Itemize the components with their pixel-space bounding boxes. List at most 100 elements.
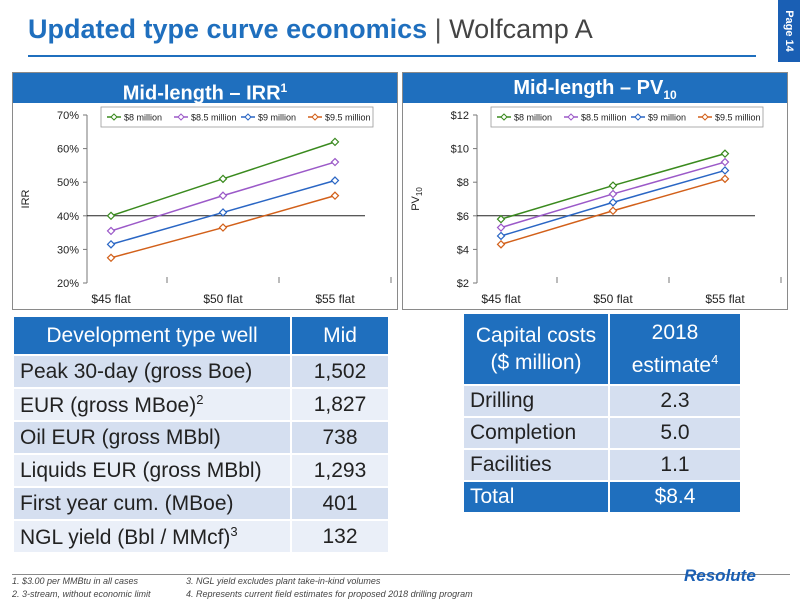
data-point — [218, 208, 228, 217]
legend-label: $8.5 million — [581, 113, 627, 123]
y-axis-label: IRR — [20, 189, 32, 208]
data-point — [496, 214, 506, 224]
irr-panel: Mid-length – IRR1 20% 30% 40% 50% 60% 70% $45 … — [12, 72, 398, 310]
page-number: Page 14 — [783, 10, 795, 52]
title-separator: | — [434, 14, 442, 44]
header-cell-mid: Mid — [290, 315, 390, 356]
row-value: 738 — [290, 420, 390, 455]
title-divider — [28, 55, 756, 57]
x-tick-label: $45 flat — [481, 292, 521, 306]
legend-label: $9 million — [648, 113, 686, 123]
capital-costs-table: Capital costs ($ million) 2018 estimate4… — [462, 312, 742, 514]
data-point — [106, 211, 116, 221]
x-tick-label: $55 flat — [705, 292, 745, 306]
y-tick-label: 70% — [57, 110, 79, 122]
title-subtitle: Wolfcamp A — [449, 14, 593, 44]
y-tick-label: $2 — [457, 278, 469, 290]
x-tick-label: $55 flat — [315, 292, 355, 306]
data-point — [330, 137, 340, 147]
legend-label: $9 million — [258, 113, 296, 123]
header-footnote: 4 — [711, 352, 719, 367]
legend-label: $9.5 million — [325, 113, 371, 123]
table-row: First year cum. (MBoe) 401 — [12, 486, 390, 521]
table-row: Peak 30-day (gross Boe) 1,502 — [12, 354, 390, 389]
x-tick-label: $45 flat — [91, 292, 131, 306]
y-axis-label: PV10 — [410, 187, 424, 211]
row-value: 1,502 — [290, 354, 390, 389]
y-axis-label-subscript: 10 — [415, 187, 424, 196]
row-label: Facilities — [462, 448, 610, 482]
data-point — [608, 189, 618, 199]
page-title: Updated type curve economics | Wolfcamp … — [28, 14, 593, 45]
data-point — [720, 174, 730, 184]
row-label: Peak 30-day (gross Boe) — [12, 354, 292, 389]
table-row: Oil EUR (gross MBbl) 738 — [12, 420, 390, 455]
row-label-text: NGL yield (Bbl / MMcf) — [20, 525, 231, 549]
data-point — [496, 240, 506, 249]
legend-label: $8.5 million — [191, 113, 237, 123]
data-point — [608, 198, 618, 207]
y-tick-label: $6 — [457, 211, 469, 223]
row-label: First year cum. (MBoe) — [12, 486, 292, 521]
row-value: 1,827 — [290, 387, 390, 422]
table-row: Facilities 1.1 — [462, 448, 742, 482]
legend-marker — [311, 113, 319, 121]
footnote-1: 1. $3.00 per MMBtu in all cases — [12, 576, 139, 586]
y-tick-label: $4 — [457, 244, 469, 256]
row-value: 5.0 — [608, 416, 742, 450]
total-label: Total — [462, 480, 610, 514]
data-point — [720, 149, 730, 158]
pv-panel-subscript: 10 — [663, 88, 677, 102]
legend-marker — [701, 113, 709, 121]
row-label: NGL yield (Bbl / MMcf)3 — [12, 519, 292, 554]
y-tick-label: 20% — [57, 278, 79, 290]
row-label-text: Liquids EUR (gross MBbl) — [20, 458, 262, 482]
y-tick-label: 30% — [57, 244, 79, 256]
legend-marker — [634, 113, 642, 121]
row-footnote: 2 — [196, 391, 204, 407]
table-row: EUR (gross MBoe)2 1,827 — [12, 387, 390, 422]
data-point — [496, 223, 506, 232]
table-header-row: Capital costs ($ million) 2018 estimate4 — [462, 312, 742, 386]
row-value: 1,293 — [290, 453, 390, 488]
page-number-tab: Page 14 — [778, 0, 800, 62]
footnote-4: 4. Represents current field estimates fo… — [186, 589, 473, 599]
table-row: Drilling 2.3 — [462, 384, 742, 418]
pv-panel-title: Mid-length – PV — [513, 77, 664, 99]
y-tick-label: $10 — [451, 144, 469, 156]
row-value: 2.3 — [608, 384, 742, 418]
data-point — [218, 223, 228, 232]
legend-marker — [177, 113, 185, 121]
legend-label: $8 million — [124, 113, 162, 123]
development-well-table: Development type well Mid Peak 30-day (g… — [12, 315, 390, 554]
header-line: estimate4 — [616, 346, 734, 379]
row-label-text: Oil EUR (gross MBbl) — [20, 425, 221, 449]
footer-divider — [12, 574, 790, 575]
data-point — [106, 253, 116, 263]
irr-panel-title: Mid-length – IRR — [122, 82, 281, 105]
pv-panel: Mid-length – PV10 $2 $4 $6 $8 $10 $12 $45 flat… — [402, 72, 788, 310]
x-tick-label: $50 flat — [593, 292, 633, 306]
data-point — [218, 174, 228, 184]
irr-panel-header: Mid-length – IRR1 — [13, 73, 397, 105]
data-point — [106, 240, 116, 249]
pv-panel-header: Mid-length – PV10 — [403, 73, 787, 103]
header-line: Capital costs — [475, 324, 597, 347]
y-tick-label: $12 — [451, 110, 469, 122]
y-tick-label: $8 — [457, 177, 469, 189]
data-point — [608, 206, 618, 216]
row-footnote: 3 — [230, 523, 238, 539]
footnote-3: 3. NGL yield excludes plant take-in-kind… — [186, 576, 381, 586]
row-label-text: First year cum. (MBoe) — [20, 491, 234, 515]
legend-box — [100, 106, 374, 128]
table-total-row: Total $8.4 — [462, 480, 742, 514]
table-header-row: Development type well Mid — [12, 315, 390, 356]
legend-marker — [567, 113, 575, 121]
irr-panel-footnote: 1 — [280, 81, 288, 95]
legend-box — [490, 106, 764, 128]
header-cell-estimate: 2018 estimate4 — [608, 312, 742, 386]
header-line-text: estimate — [631, 354, 712, 377]
row-label: Oil EUR (gross MBbl) — [12, 420, 292, 455]
header-line: ($ million) — [490, 351, 582, 374]
row-label: Liquids EUR (gross MBbl) — [12, 453, 292, 488]
